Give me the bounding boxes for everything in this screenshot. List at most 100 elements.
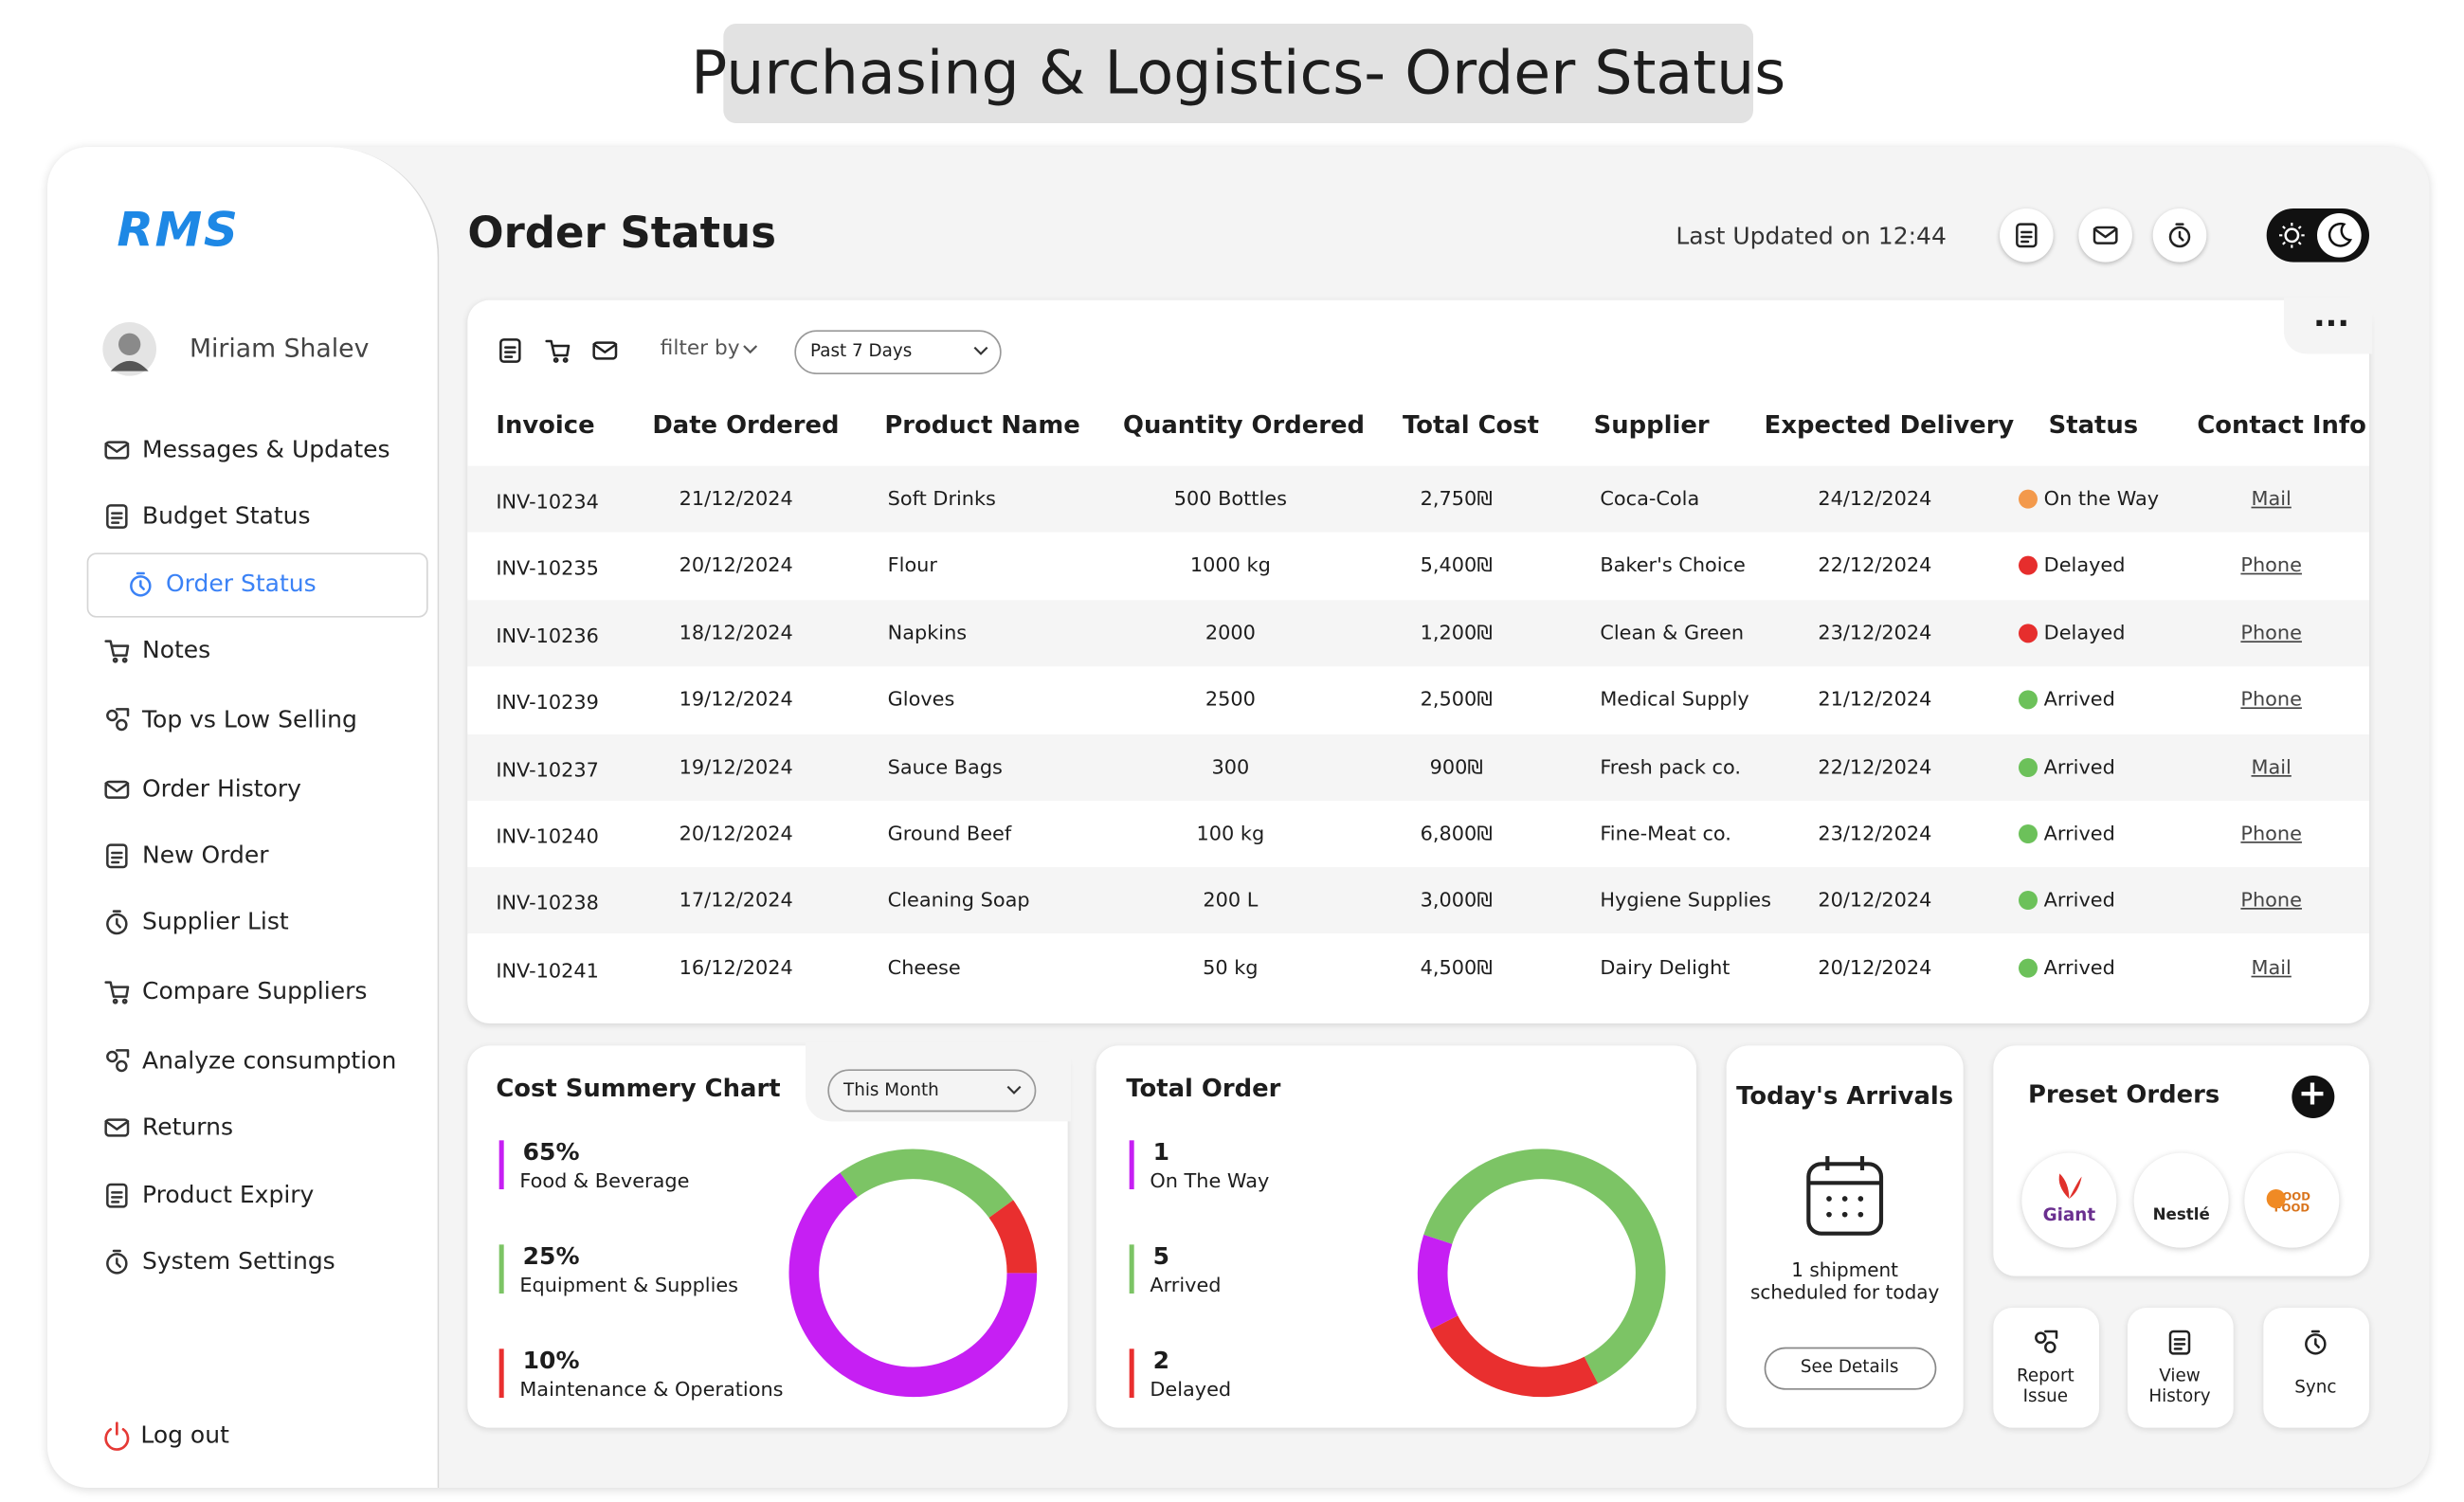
contact-link[interactable]: Mail bbox=[2251, 753, 2292, 778]
table-cell: 3,000₪ bbox=[1420, 888, 1493, 913]
contact-link[interactable]: Phone bbox=[2240, 888, 2302, 913]
add-icon[interactable]: + bbox=[2297, 1074, 2328, 1114]
active-menu-box[interactable] bbox=[86, 552, 428, 618]
period-dropdown[interactable] bbox=[827, 1069, 1037, 1113]
legend-value: 65% bbox=[522, 1137, 580, 1167]
menu-item[interactable]: Order History bbox=[142, 774, 301, 804]
menu-item[interactable]: Messages & Updates bbox=[142, 434, 390, 463]
icon-shape bbox=[111, 1191, 123, 1203]
legend-bar bbox=[498, 1348, 504, 1399]
menu-item[interactable]: System Settings bbox=[142, 1246, 335, 1276]
menu-item[interactable]: New Order bbox=[142, 841, 269, 870]
period-value[interactable]: This Month bbox=[843, 1079, 939, 1101]
action-icon bbox=[2035, 1330, 2058, 1353]
logout[interactable]: Log out bbox=[140, 1420, 229, 1449]
icon-shape bbox=[106, 1253, 128, 1275]
icon-shape bbox=[104, 441, 130, 460]
icon-shape bbox=[545, 339, 571, 357]
see-details[interactable] bbox=[1764, 1347, 1937, 1390]
preset-title: Preset Orders bbox=[2028, 1080, 2220, 1110]
supplier-name[interactable]: Giant bbox=[2042, 1204, 2096, 1225]
table-cell: 16/12/2024 bbox=[679, 954, 793, 979]
icon-shape bbox=[592, 341, 618, 360]
action-label[interactable]: Report Issue bbox=[2016, 1365, 2074, 1406]
legend-label: Delayed bbox=[1150, 1377, 1232, 1402]
table-cell: Gloves bbox=[887, 687, 955, 712]
icon-shape bbox=[104, 1118, 130, 1137]
icon-shape bbox=[553, 357, 559, 363]
menu-item[interactable]: Analyze consumption bbox=[142, 1045, 397, 1075]
action-button[interactable] bbox=[2263, 1308, 2370, 1428]
icon-shape bbox=[121, 998, 128, 1004]
supplier-logo[interactable] bbox=[2021, 1152, 2117, 1248]
action-label[interactable]: Sync bbox=[2294, 1376, 2337, 1398]
table-cell: 20/12/2024 bbox=[1818, 954, 1932, 979]
legend-value: 1 bbox=[1152, 1137, 1170, 1167]
menu-item[interactable]: Notes bbox=[142, 635, 211, 664]
table-cell: Arrived bbox=[2043, 753, 2115, 778]
column-header: Quantity Ordered bbox=[1123, 410, 1366, 440]
table-cell: 2,750₪ bbox=[1420, 486, 1493, 511]
icon-shape bbox=[1806, 1162, 1884, 1236]
supplier-name[interactable]: GOOD FOOD bbox=[2273, 1190, 2310, 1215]
avatar-body bbox=[110, 360, 149, 371]
table-cell: INV-10237 bbox=[496, 757, 599, 782]
logout-icon bbox=[104, 1421, 130, 1451]
menu-item[interactable]: Order Status bbox=[166, 569, 317, 598]
table-cell: 20/12/2024 bbox=[679, 821, 793, 845]
icon-shape bbox=[2279, 223, 2305, 248]
add-preset[interactable] bbox=[2292, 1076, 2335, 1119]
chart-title: Total Order bbox=[1126, 1074, 1281, 1103]
table-cell: Flour bbox=[887, 552, 937, 577]
menu-item[interactable]: Supplier List bbox=[142, 907, 289, 936]
icon-shape bbox=[2173, 1338, 2186, 1350]
table-cell: Arrived bbox=[2043, 888, 2115, 913]
contact-link[interactable]: Mail bbox=[2251, 954, 2292, 979]
filter-label[interactable]: filter by bbox=[660, 336, 740, 361]
table-cell: INV-10235 bbox=[496, 556, 599, 581]
action-button[interactable] bbox=[2128, 1308, 2234, 1428]
table-row bbox=[467, 533, 2370, 600]
supplier-logo[interactable] bbox=[2133, 1152, 2229, 1248]
column-header: Product Name bbox=[884, 410, 1080, 440]
table-cell: 5,400₪ bbox=[1420, 552, 1493, 577]
contact-link[interactable]: Phone bbox=[2240, 821, 2302, 845]
more-button[interactable]: ··· bbox=[2313, 303, 2349, 342]
icon-shape bbox=[2175, 223, 2184, 242]
menu-item[interactable]: Product Expiry bbox=[142, 1180, 315, 1209]
icon-shape bbox=[2058, 1173, 2082, 1200]
menu-item[interactable]: Compare Suppliers bbox=[142, 976, 368, 1005]
icon-shape bbox=[2328, 222, 2353, 247]
menu-icon bbox=[106, 1183, 128, 1208]
toggle-knob[interactable] bbox=[2317, 213, 2362, 258]
see-details-label[interactable]: See Details bbox=[1800, 1356, 1899, 1377]
icon-shape bbox=[2093, 227, 2118, 239]
contact-link[interactable]: Phone bbox=[2240, 620, 2302, 644]
header-button[interactable] bbox=[2078, 208, 2133, 262]
icon-shape bbox=[1841, 1211, 1848, 1218]
icon-shape bbox=[136, 571, 145, 590]
chart-title: Cost Summery Chart bbox=[496, 1074, 781, 1103]
menu-item[interactable]: Top vs Low Selling bbox=[142, 704, 357, 733]
supplier-logo[interactable] bbox=[2244, 1152, 2340, 1248]
table-cell: Soft Drinks bbox=[887, 486, 996, 511]
contact-link[interactable]: Mail bbox=[2251, 486, 2292, 511]
supplier-name[interactable]: Nestlé bbox=[2152, 1206, 2210, 1225]
icon-shape bbox=[104, 1428, 130, 1451]
icon-shape bbox=[112, 657, 118, 663]
contact-link[interactable]: Phone bbox=[2240, 552, 2302, 577]
donut bbox=[788, 1149, 1038, 1398]
status-dot bbox=[2019, 690, 2038, 710]
range-value[interactable]: Past 7 Days bbox=[810, 340, 913, 362]
action-label[interactable]: View History bbox=[2148, 1365, 2211, 1406]
menu-item[interactable]: Returns bbox=[142, 1112, 233, 1141]
header-button[interactable] bbox=[2000, 208, 2054, 262]
table-cell: INV-10234 bbox=[496, 489, 599, 514]
menu-item[interactable]: Budget Status bbox=[142, 500, 311, 530]
action-button[interactable] bbox=[1993, 1308, 2100, 1428]
range-dropdown[interactable] bbox=[794, 330, 1002, 375]
legend-bar bbox=[498, 1140, 504, 1190]
contact-link[interactable]: Phone bbox=[2240, 687, 2302, 712]
table-cell: Hygiene Supplies bbox=[1600, 888, 1771, 913]
